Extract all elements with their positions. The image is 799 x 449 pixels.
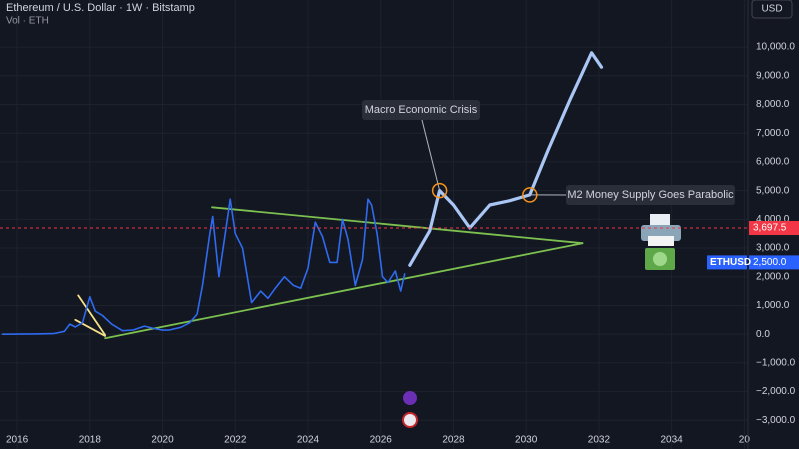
price-line [1, 198, 406, 335]
currency-label[interactable]: USD [761, 4, 782, 15]
x-tick-label: 2024 [297, 435, 320, 446]
price-tag-label: 3,697.5 [753, 223, 787, 234]
trendline [77, 294, 106, 336]
y-tick-label: 4,000.0 [756, 214, 790, 225]
price-tag [749, 255, 799, 270]
y-tick-label: 5,000.0 [756, 185, 790, 196]
y-tick-label: −1,000.0 [756, 358, 796, 369]
y-tick-label: −3,000.0 [756, 415, 796, 426]
annotation-point [522, 187, 538, 203]
y-tick-label: 8,000.0 [756, 99, 790, 110]
money-icon [645, 248, 675, 270]
chart-title: Ethereum / U.S. Dollar · 1W · Bitstamp [6, 2, 195, 14]
x-tick-label: 2020 [151, 435, 174, 446]
x-tick-label: 20 [739, 435, 751, 446]
y-tick-label: 0.0 [756, 329, 770, 340]
event-icon[interactable] [403, 391, 417, 405]
x-tick-label: 2028 [442, 435, 465, 446]
y-tick-label: −2,000.0 [756, 386, 796, 397]
x-tick-label: 2018 [79, 435, 102, 446]
event-icon[interactable] [402, 412, 418, 428]
annotation-connector [421, 119, 441, 191]
grid [0, 0, 748, 449]
annotation-text: Macro Economic Crisis [365, 104, 478, 116]
x-tick-label: 2016 [6, 435, 29, 446]
symbol-tag-label: ETHUSD [710, 257, 751, 268]
symbol-tag [707, 255, 747, 270]
x-tick-label: 2034 [661, 435, 684, 446]
printer-icon [641, 214, 681, 246]
price-tag [749, 221, 799, 236]
y-tick-label: 3,000.0 [756, 243, 790, 254]
annotation-box [566, 185, 735, 205]
y-tick-label: 1,000.0 [756, 300, 790, 311]
y-tick-label: 2,000.0 [756, 271, 790, 282]
price-tag-label: 2,500.0 [753, 257, 787, 268]
y-tick-label: 7,000.0 [756, 128, 790, 139]
x-tick-label: 2032 [588, 435, 611, 446]
trendline [211, 206, 584, 245]
x-tick-label: 2030 [515, 435, 538, 446]
annotation-text: M2 Money Supply Goes Parabolic [567, 189, 734, 201]
x-tick-label: 2026 [370, 435, 393, 446]
trendline [104, 242, 584, 340]
annotation-box [362, 100, 480, 120]
y-tick-label: 9,000.0 [756, 70, 790, 81]
y-tick-label: 6,000.0 [756, 157, 790, 168]
x-tick-label: 2022 [224, 435, 247, 446]
y-tick-label: 10,000.0 [756, 42, 795, 53]
trendline [74, 318, 106, 337]
annotation-point [431, 182, 448, 199]
chart-subtitle: Vol · ETH [6, 16, 49, 27]
currency-button[interactable] [751, 0, 793, 19]
